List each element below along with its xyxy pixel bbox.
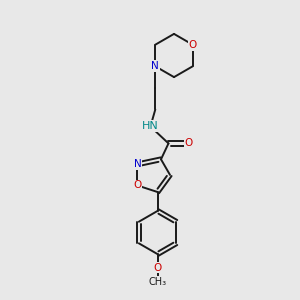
Text: N: N <box>152 61 159 71</box>
Text: O: O <box>185 138 193 148</box>
Text: CH₃: CH₃ <box>148 277 166 287</box>
Text: HN: HN <box>142 121 158 131</box>
Text: O: O <box>189 40 197 50</box>
Text: N: N <box>134 159 141 169</box>
Text: O: O <box>153 262 162 273</box>
Text: O: O <box>133 181 142 190</box>
